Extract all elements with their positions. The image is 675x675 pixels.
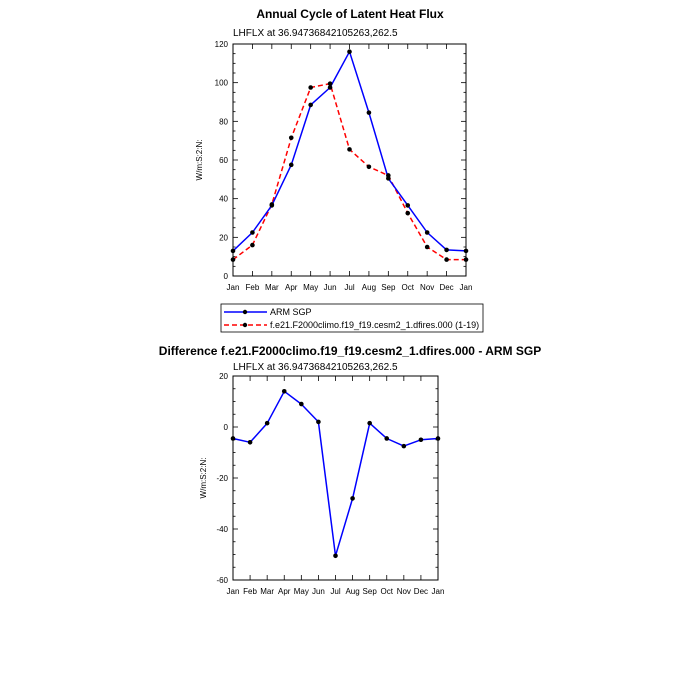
data-point (250, 242, 255, 248)
y-tick-label: -20 (216, 474, 228, 483)
data-point (288, 162, 294, 168)
data-point (269, 202, 275, 207)
data-point (308, 85, 313, 90)
y-axis-label: W/m:S:2:N: (199, 458, 208, 499)
x-tick-label: Aug (345, 587, 359, 596)
data-point (230, 436, 236, 441)
data-point (384, 436, 390, 441)
data-point (299, 401, 304, 407)
x-tick-label: Oct (402, 283, 415, 292)
y-tick-label: 80 (219, 117, 228, 126)
x-tick-label: Sep (381, 283, 396, 292)
y-tick-label: 0 (224, 423, 229, 432)
x-tick-label: Nov (420, 283, 434, 292)
legend-label-arm-sgp: ARM SGP (270, 307, 312, 317)
legend-box (220, 303, 484, 333)
y-tick-label: 0 (224, 272, 229, 281)
data-point (316, 419, 321, 425)
y-tick-label: 20 (219, 372, 228, 381)
y-tick-label: -60 (216, 576, 228, 585)
data-point (288, 135, 294, 141)
x-tick-label: Oct (381, 587, 394, 596)
data-point (230, 257, 236, 262)
legend: ARM SGP f.e21.F2000climo.f19_f19.cesm2_1… (220, 303, 484, 333)
x-tick-label: Jan (432, 587, 445, 596)
x-tick-label: May (294, 587, 309, 596)
x-tick-label: May (303, 283, 318, 292)
x-tick-label: Aug (362, 283, 376, 292)
x-tick-label: Sep (363, 587, 378, 596)
chart-title: Annual Cycle of Latent Heat Flux (256, 7, 444, 21)
difference-chart: Difference f.e21.F2000climo.f19_f19.cesm… (159, 344, 541, 596)
y-tick-label: 60 (219, 156, 228, 165)
legend-label-model: f.e21.F2000climo.f19_f19.cesm2_1.dfires.… (270, 320, 479, 330)
legend-marker-arm-sgp (242, 309, 248, 315)
x-tick-label: Nov (397, 587, 411, 596)
data-point (333, 553, 338, 559)
x-tick-label: Apr (278, 587, 291, 596)
data-point (424, 244, 430, 250)
series-group (230, 389, 441, 559)
data-point (444, 247, 449, 253)
x-tick-label: Dec (439, 283, 453, 292)
data-point (463, 257, 469, 262)
chart-subtitle: LHFLX at 36.94736842105263,262.5 (233, 362, 398, 373)
data-point (308, 102, 313, 108)
data-point (401, 443, 407, 449)
x-tick-label: Jan (227, 587, 240, 596)
data-point (386, 173, 391, 178)
x-tick-label: Jul (344, 283, 354, 292)
y-tick-label: -40 (216, 525, 228, 534)
x-tick-label: Mar (260, 587, 274, 596)
data-point (250, 230, 255, 235)
data-point (264, 420, 270, 426)
y-tick-label: 100 (215, 79, 229, 88)
data-point (347, 49, 352, 55)
data-point (405, 203, 411, 208)
data-point (366, 110, 372, 115)
data-point (418, 437, 424, 443)
x-tick-label: Dec (414, 587, 428, 596)
data-point (327, 85, 333, 90)
data-point (247, 440, 253, 445)
x-tick-label: Jan (227, 283, 240, 292)
data-point (230, 248, 236, 254)
y-tick-label: 20 (219, 233, 228, 242)
y-tick-label: 120 (215, 40, 229, 49)
data-point (347, 147, 352, 152)
x-tick-label: Jul (330, 587, 340, 596)
data-point (435, 436, 441, 441)
y-tick-label: 40 (219, 195, 228, 204)
x-tick-label: Feb (243, 587, 257, 596)
data-point (444, 257, 449, 262)
x-tick-label: Apr (285, 283, 298, 292)
data-point (281, 389, 287, 394)
x-tick-label: Jun (324, 283, 337, 292)
plot-frame: 0 20 40 60 80 100 120 Jan Feb Mar Apr May Jun Jul Aug S… (215, 40, 473, 292)
x-tick-label: Jun (312, 587, 325, 596)
annual-cycle-chart: Annual Cycle of Latent Heat Flux LHFLX a… (195, 7, 484, 333)
chart-subtitle: LHFLX at 36.94736842105263,262.5 (233, 28, 398, 39)
data-point (367, 420, 372, 426)
x-tick-label: Jan (460, 283, 473, 292)
data-point (405, 210, 411, 216)
x-tick-label: Mar (265, 283, 279, 292)
legend-marker-model (242, 322, 248, 328)
data-point (424, 230, 430, 235)
data-point (366, 164, 372, 170)
data-point (463, 248, 469, 254)
series-group (230, 49, 469, 262)
chart-title: Difference f.e21.F2000climo.f19_f19.cesm… (159, 344, 541, 358)
data-point (327, 81, 333, 86)
y-axis-label: W/m:S:2:N: (195, 140, 204, 181)
data-point (350, 496, 355, 501)
x-tick-label: Feb (246, 283, 260, 292)
